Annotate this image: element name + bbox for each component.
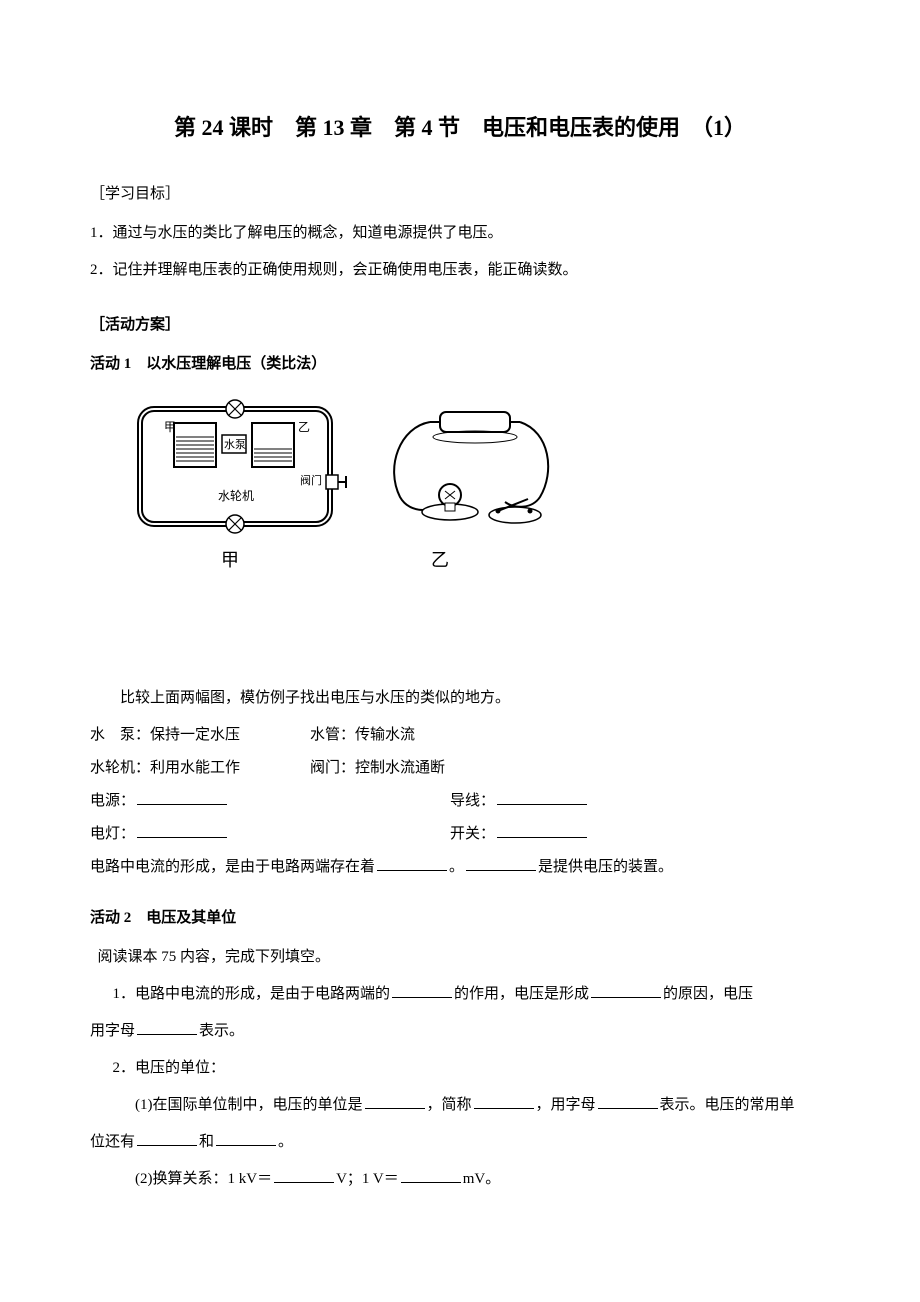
r4-left: 电灯： [90, 818, 310, 851]
r2-right: 阀门：控制水流通断 [310, 752, 830, 785]
figure-water: 甲 乙 水泵 水轮机 阀门 [140, 400, 346, 533]
analogy-row-1: 水 泵：保持一定水压 水管：传输水流 [90, 719, 830, 752]
objective-2: 2．记住并理解电压表的正确使用规则，会正确使用电压表，能正确读数。 [90, 254, 830, 287]
blank [137, 822, 227, 838]
p1-line2: 用字母表示。 [90, 1015, 830, 1048]
label-valve: 阀门 [300, 473, 322, 487]
blank [497, 822, 587, 838]
r1-left: 水 泵：保持一定水压 [90, 719, 310, 752]
blank [598, 1093, 658, 1109]
blank [474, 1093, 534, 1109]
activity-1-head: 活动 1 以水压理解电压（类比法） [90, 352, 830, 373]
r3-left: 电源： [90, 785, 310, 818]
blank [401, 1167, 461, 1183]
line-5: 电路中电流的形成，是由于电路两端存在着。是提供电压的装置。 [90, 851, 830, 884]
figure-circuit [394, 412, 548, 523]
blank [137, 1130, 197, 1146]
r4-right: 开关： [310, 818, 830, 851]
blank [392, 982, 452, 998]
activity-2-head: 活动 2 电压及其单位 [90, 906, 830, 927]
label-wheel: 水轮机 [218, 489, 254, 503]
page-title: 第 24 课时 第 13 章 第 4 节 电压和电压表的使用 （1） [90, 110, 830, 142]
blank [137, 1019, 197, 1035]
analogy-row-4: 电灯： 开关： [90, 818, 830, 851]
plan-head: ［活动方案］ [90, 313, 830, 334]
p2-1-line1: (1)在国际单位制中，电压的单位是，简称，用字母表示。电压的常用单 [90, 1089, 830, 1122]
blank [377, 855, 447, 871]
blank [365, 1093, 425, 1109]
objectives-head: ［学习目标］ [90, 182, 830, 203]
blank [137, 789, 227, 805]
figure-label-jia: 甲 [130, 546, 330, 572]
analogy-row-3: 电源： 导线： [90, 785, 830, 818]
figure-svg: 甲 乙 水泵 水轮机 阀门 [130, 387, 560, 537]
p1-line1: 1．电路中电流的形成，是由于电路两端的的作用，电压是形成的原因，电压 [90, 978, 830, 1011]
r2-left: 水轮机：利用水能工作 [90, 752, 310, 785]
blank [216, 1130, 276, 1146]
activity-2-intro: 阅读课本 75 内容，完成下列填空。 [90, 941, 830, 974]
label-pump: 水泵 [224, 438, 246, 451]
blank [466, 855, 536, 871]
objective-1: 1．通过与水压的类比了解电压的概念，知道电源提供了电压。 [90, 217, 830, 250]
analogy-row-2: 水轮机：利用水能工作 阀门：控制水流通断 [90, 752, 830, 785]
blank [274, 1167, 334, 1183]
p2-1-line2: 位还有和。 [90, 1126, 830, 1159]
label-yi-small: 乙 [298, 420, 310, 434]
blank [591, 982, 661, 998]
p2-2: (2)换算关系：1 kV＝V；1 V＝mV。 [90, 1163, 830, 1196]
compare-intro: 比较上面两幅图，模仿例子找出电压与水压的类似的地方。 [90, 682, 830, 715]
r1-right: 水管：传输水流 [310, 719, 830, 752]
figures: 甲 乙 水泵 水轮机 阀门 [130, 387, 830, 572]
label-jia-small: 甲 [164, 420, 176, 434]
r3-right: 导线： [310, 785, 830, 818]
p2-head: 2．电压的单位： [90, 1052, 830, 1085]
figure-label-yi: 乙 [330, 546, 550, 572]
blank [497, 789, 587, 805]
